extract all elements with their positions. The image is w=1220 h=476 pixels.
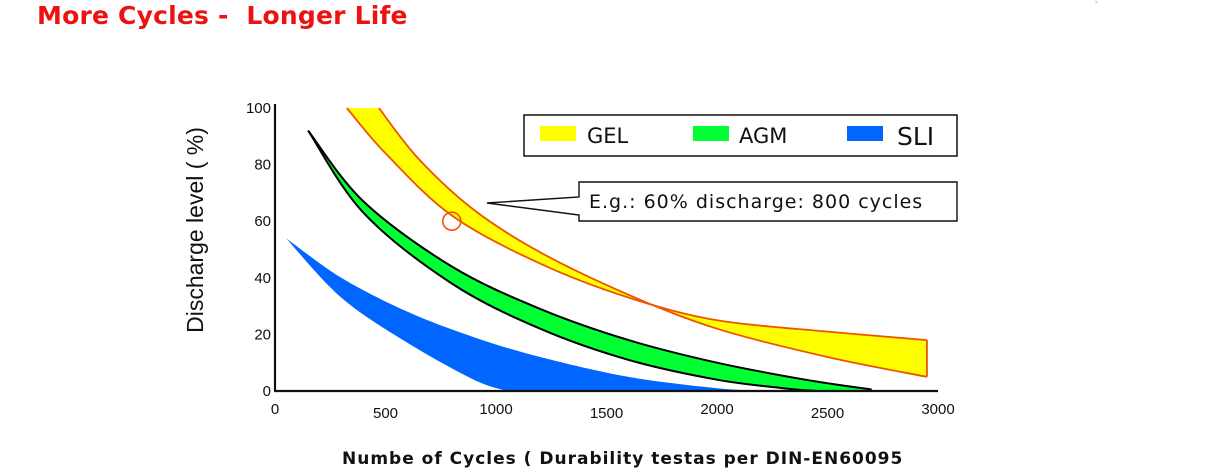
agm-upper-curve: [307, 129, 872, 391]
page-title: More Cycles - Longer Life: [37, 1, 408, 30]
y-tick-label: 60: [254, 213, 271, 230]
agm-lower-curve: [307, 130, 817, 392]
legend-label-agm: AGM: [739, 124, 787, 148]
sli-band-area: [286, 238, 773, 391]
legend-swatch-sli: [847, 126, 883, 141]
y-tick-label: 80: [254, 157, 271, 174]
annotation-text: E.g.: 60% discharge: 800 cycles: [589, 191, 923, 213]
x-tick-label: 1000: [479, 401, 512, 418]
x-tick-labels: 0 500 1000 1500 2000 2500 3000: [271, 401, 955, 422]
x-axis-label: Numbe of Cycles ( Durability testas per …: [342, 449, 903, 469]
x-tick-label: 1500: [590, 405, 623, 422]
annotation-marker: [441, 211, 462, 231]
y-tick-label: 40: [254, 270, 271, 287]
x-tick-label: 3000: [921, 401, 954, 418]
x-tick-label: 2500: [811, 405, 844, 422]
legend-box: [523, 114, 958, 157]
bands-layer: [286, 107, 928, 392]
y-tick-label: 100: [246, 100, 271, 117]
annotation-callout: E.g.: 60% discharge: 800 cycles: [486, 181, 958, 222]
legend-label-gel: GEL: [587, 124, 629, 148]
corner-mark: °: [1095, 1, 1098, 8]
y-tick-labels: 0 20 40 60 80 100: [246, 100, 271, 400]
gel-lower-curve: [378, 107, 928, 378]
y-tick-label: 0: [263, 383, 271, 400]
legend-swatch-gel: [540, 126, 576, 141]
legend-label-sli: SLI: [897, 122, 934, 151]
y-axis-label: Discharge level ( %): [182, 127, 208, 333]
x-tick-label: 500: [373, 405, 398, 422]
x-tick-label: 2000: [700, 401, 733, 418]
legend-swatch-agm: [693, 126, 729, 141]
x-tick-label: 0: [271, 401, 279, 418]
agm-band-area: [308, 130, 872, 391]
legend: GEL AGM SLI: [523, 114, 958, 157]
callout-box: [486, 181, 958, 222]
gel-upper-curve: [346, 107, 927, 341]
y-tick-label: 20: [254, 326, 271, 343]
gel-band-area: [346, 108, 927, 377]
